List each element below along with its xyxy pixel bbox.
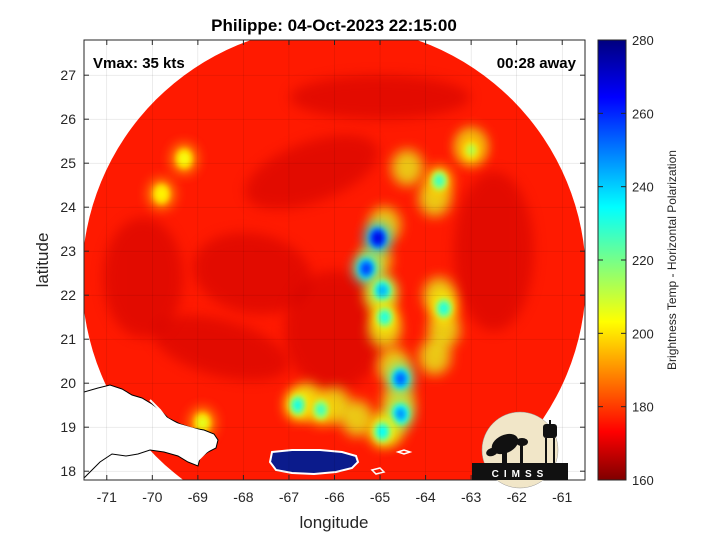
land-masses bbox=[84, 384, 413, 479]
land-islet bbox=[395, 449, 413, 455]
land-islet-2 bbox=[370, 467, 386, 475]
x-tick-label: -68 bbox=[233, 489, 253, 505]
colorbar-tick-label: 280 bbox=[632, 33, 654, 48]
x-tick-label: -62 bbox=[507, 489, 527, 505]
cold-band-6 bbox=[103, 217, 184, 338]
band-halo-9 bbox=[418, 338, 451, 375]
y-tick-label: 27 bbox=[60, 67, 76, 83]
vmax-annotation: Vmax: 35 kts bbox=[93, 55, 185, 72]
colorbar-tick-label: 180 bbox=[632, 400, 654, 415]
colorbar-label: Brightness Temp - Horizontal Polarizatio… bbox=[665, 150, 679, 370]
feature-core-1 bbox=[361, 262, 372, 275]
colorbar-tick-label: 240 bbox=[632, 180, 654, 195]
y-tick-label: 24 bbox=[60, 199, 76, 215]
feature-core-0 bbox=[372, 232, 383, 244]
x-tick-label: -69 bbox=[188, 489, 208, 505]
feature-core-8 bbox=[434, 174, 445, 187]
x-tick-label: -65 bbox=[370, 489, 390, 505]
x-tick-label: -64 bbox=[415, 489, 435, 505]
x-tick-label: -66 bbox=[324, 489, 344, 505]
x-axis-label: longitude bbox=[299, 513, 368, 532]
logo-text: CIMSS bbox=[492, 469, 549, 480]
logo-banner bbox=[472, 463, 568, 480]
feature-core-13 bbox=[179, 152, 190, 165]
colorbar-ticks: 160 180 200 220 240 260 280 bbox=[598, 33, 654, 488]
x-tick-label: -67 bbox=[279, 489, 299, 505]
cold-band-1 bbox=[193, 232, 313, 314]
band-halo-15 bbox=[341, 400, 374, 437]
colorbar-tick-label: 260 bbox=[632, 106, 654, 121]
y-tick-label: 19 bbox=[60, 419, 76, 435]
land-hispaniola bbox=[84, 384, 219, 479]
y-tick-label: 18 bbox=[60, 463, 76, 479]
feature-core-2 bbox=[377, 284, 388, 297]
cold-band-2 bbox=[284, 270, 385, 391]
y-axis-label: latitude bbox=[33, 233, 52, 288]
feature-core-5 bbox=[395, 408, 406, 420]
feature-core-11 bbox=[315, 403, 326, 416]
feature-core-12 bbox=[156, 188, 167, 200]
colorbar-tick-label: 220 bbox=[632, 253, 654, 268]
swath-group bbox=[84, 40, 585, 480]
cold-band-3 bbox=[152, 315, 289, 381]
water-tower-icon bbox=[543, 420, 557, 463]
feature-core-10 bbox=[293, 399, 304, 412]
y-tick-label: 25 bbox=[60, 155, 76, 171]
y-tick-label: 26 bbox=[60, 111, 76, 127]
feature-core-7 bbox=[438, 302, 449, 315]
time-away-annotation: 00:28 away bbox=[497, 55, 577, 72]
x-tick-label: -70 bbox=[142, 489, 162, 505]
feature-core-14 bbox=[197, 416, 208, 429]
colorbar-tick-label: 200 bbox=[632, 326, 654, 341]
x-tick-label: -61 bbox=[552, 489, 572, 505]
convection-features bbox=[148, 127, 488, 447]
y-tick-label: 23 bbox=[60, 243, 76, 259]
cimss-logo: CIMSS bbox=[472, 411, 568, 489]
x-tick-label: -63 bbox=[461, 489, 481, 505]
y-tick-label: 21 bbox=[60, 331, 76, 347]
land-puerto-rico bbox=[268, 449, 360, 476]
y-tick-label: 20 bbox=[60, 375, 76, 391]
cold-band-0 bbox=[245, 135, 379, 209]
y-axis-ticks: 18 19 20 21 22 23 24 25 26 27 bbox=[60, 67, 585, 479]
band-halo-11 bbox=[391, 149, 424, 186]
cold-dark-bands bbox=[103, 75, 534, 391]
cold-band-4 bbox=[453, 171, 534, 332]
feature-core-3 bbox=[379, 311, 390, 324]
land-hispaniola-coast bbox=[149, 399, 216, 461]
y-tick-label: 22 bbox=[60, 287, 76, 303]
x-axis-ticks: -71 -70 -69 -68 -67 -66 -65 -64 -63 -62 -61 bbox=[97, 40, 573, 505]
feature-core-4 bbox=[395, 372, 406, 385]
feature-core-9 bbox=[466, 144, 477, 156]
colorbar-tick-label: 160 bbox=[632, 473, 654, 488]
x-tick-label: -71 bbox=[97, 489, 117, 505]
feature-core-6 bbox=[377, 425, 388, 438]
chart-title: Philippe: 04-Oct-2023 22:15:00 bbox=[211, 16, 457, 35]
satellite-dish-icon bbox=[486, 433, 528, 463]
cold-band-5 bbox=[290, 75, 471, 120]
